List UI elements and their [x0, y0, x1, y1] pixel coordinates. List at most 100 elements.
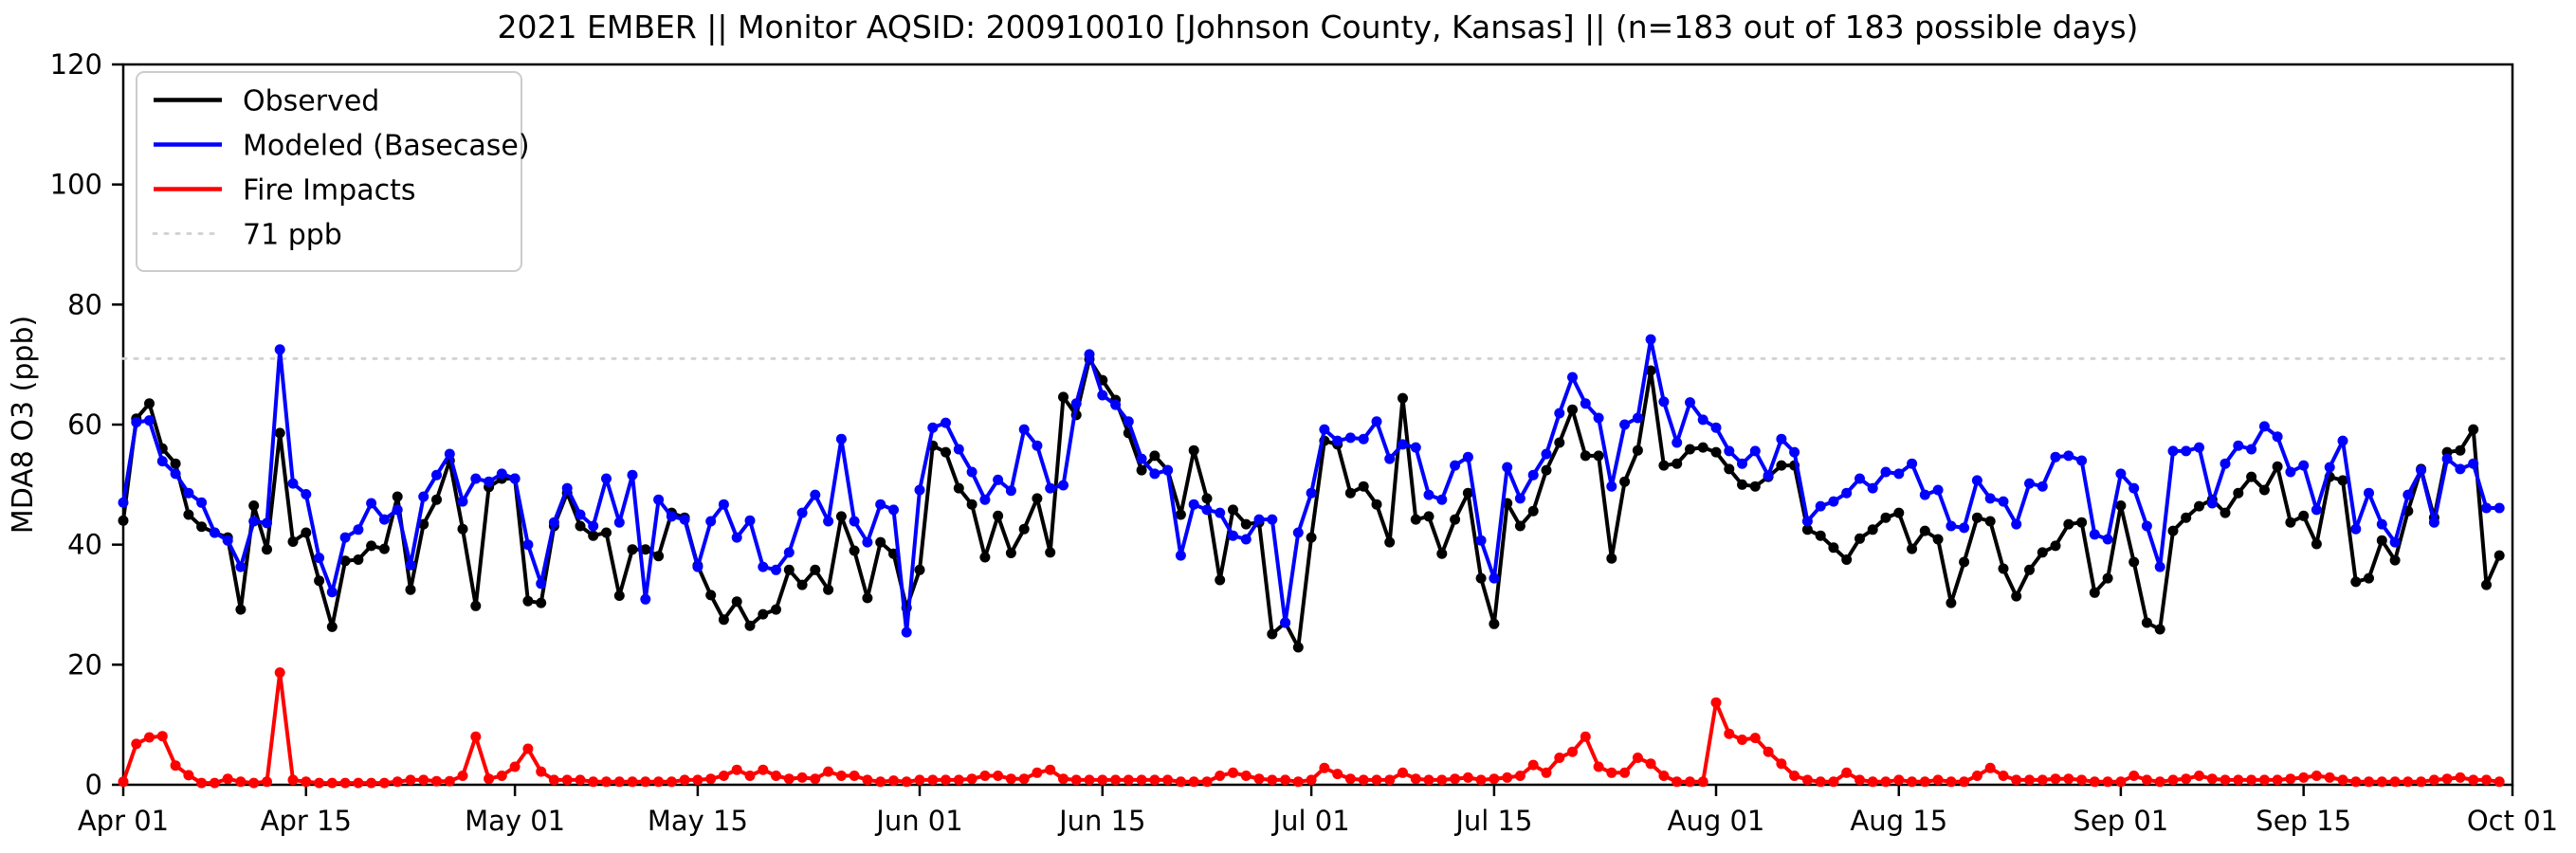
modeled-basecase-marker: [1306, 487, 1317, 499]
fire-impacts-marker: [1306, 774, 1317, 786]
fire-impacts-marker: [966, 773, 977, 785]
observed-marker: [1384, 536, 1396, 548]
fire-impacts-marker: [640, 776, 651, 788]
fire-impacts-marker: [1175, 776, 1186, 788]
observed-marker: [575, 520, 586, 532]
modeled-basecase-marker: [1685, 397, 1695, 408]
fire-impacts-marker: [1984, 762, 1996, 773]
observed-marker: [470, 600, 482, 611]
modeled-basecase-marker: [405, 559, 416, 571]
fire-impacts-marker: [1828, 776, 1839, 788]
observed-marker: [170, 458, 181, 469]
modeled-basecase-marker: [2389, 536, 2401, 548]
fire-impacts-marker: [235, 776, 247, 788]
modeled-basecase-marker: [601, 473, 612, 484]
fire-impacts-marker: [1097, 774, 1108, 786]
fire-impacts-marker: [1149, 774, 1160, 786]
modeled-basecase-marker: [431, 469, 442, 481]
observed-marker: [2141, 617, 2152, 628]
modeled-basecase-marker: [353, 524, 364, 535]
observed-marker: [1554, 437, 1565, 448]
observed-marker: [1593, 450, 1604, 462]
fire-impacts-marker: [2102, 776, 2113, 788]
observed-marker: [1697, 442, 1708, 453]
fire-impacts-marker: [1319, 762, 1330, 773]
data-series-layer: [118, 334, 2505, 789]
fire-impacts-marker: [156, 731, 168, 742]
modeled-basecase-marker: [1097, 390, 1108, 401]
modeled-basecase-marker: [326, 587, 338, 598]
fire-impacts-marker: [1919, 776, 1930, 788]
observed-marker: [758, 608, 769, 620]
modeled-basecase-marker: [1541, 448, 1552, 460]
fire-impacts-marker: [1489, 773, 1500, 785]
fire-impacts-marker: [1907, 776, 1918, 788]
observed-marker: [183, 509, 194, 520]
fire-impacts-marker: [1462, 771, 1473, 783]
modeled-basecase-marker: [1567, 372, 1578, 383]
fire-impacts-marker: [378, 777, 390, 789]
x-tick-label: Aug 01: [1668, 805, 1765, 837]
observed-marker: [1018, 523, 1030, 535]
fire-impacts-marker: [1776, 758, 1787, 770]
modeled-basecase-marker: [2376, 518, 2387, 530]
observed-marker: [1801, 524, 1813, 535]
modeled-basecase-marker: [1984, 493, 1996, 504]
x-tick-label: Jun 01: [874, 805, 962, 837]
modeled-basecase-marker: [966, 466, 977, 478]
observed-marker: [2115, 500, 2127, 511]
observed-marker: [796, 579, 808, 590]
fire-impacts-marker: [1841, 767, 1853, 778]
observed-marker: [2076, 517, 2088, 528]
observed-marker: [2376, 535, 2387, 546]
observed-marker: [1188, 445, 1199, 456]
fire-impacts-marker: [2455, 771, 2466, 783]
modeled-basecase-marker: [1398, 439, 1408, 450]
observed-marker: [1959, 556, 1970, 568]
fire-impacts-marker: [2128, 771, 2140, 781]
modeled-basecase-marker: [2102, 534, 2113, 545]
fire-impacts-marker: [1580, 731, 1591, 742]
observed-marker: [1306, 532, 1317, 543]
observed-marker: [1619, 476, 1631, 487]
modeled-basecase-marker: [653, 494, 665, 505]
modeled-basecase-marker: [1998, 496, 2009, 507]
fire-impacts-series: [118, 667, 2505, 789]
modeled-basecase-marker: [1450, 460, 1461, 471]
observed-marker: [1658, 460, 1670, 471]
fire-impacts-marker: [1867, 776, 1878, 788]
fire-impacts-marker: [679, 774, 690, 786]
modeled-basecase-marker: [979, 494, 991, 505]
x-tick-label: May 15: [648, 805, 748, 837]
fire-impacts-marker: [2167, 774, 2179, 786]
fire-impacts-marker: [1672, 776, 1683, 788]
observed-marker: [640, 544, 651, 555]
fire-impacts-marker: [248, 777, 260, 789]
modeled-basecase-marker: [875, 499, 886, 510]
fire-impacts-marker: [771, 771, 781, 781]
modeled-basecase-marker: [1867, 482, 1878, 494]
observed-marker: [366, 540, 377, 552]
observed-marker: [1032, 493, 1043, 504]
observed-marker: [1462, 487, 1473, 499]
modeled-basecase-marker: [1358, 433, 1369, 445]
fire-impacts-marker: [2115, 776, 2127, 788]
observed-marker: [339, 555, 351, 567]
fire-impacts-marker: [849, 771, 860, 781]
fire-impacts-marker: [627, 776, 638, 788]
fire-impacts-marker: [2285, 773, 2296, 785]
observed-marker: [2455, 445, 2466, 456]
modeled-basecase-marker: [1344, 432, 1356, 444]
fire-impacts-marker: [1724, 728, 1735, 739]
fire-impacts-marker: [718, 771, 729, 781]
observed-marker: [1998, 563, 2009, 574]
observed-marker: [1737, 479, 1747, 490]
observed-marker: [705, 590, 717, 601]
modeled-basecase-marker: [2024, 478, 2035, 489]
fire-impacts-marker: [2376, 776, 2387, 788]
fire-impacts-marker: [2154, 776, 2165, 788]
fire-impacts-marker: [1998, 771, 2009, 781]
modeled-basecase-marker: [170, 468, 181, 480]
observed-marker: [731, 596, 742, 608]
modeled-basecase-marker: [131, 417, 142, 427]
